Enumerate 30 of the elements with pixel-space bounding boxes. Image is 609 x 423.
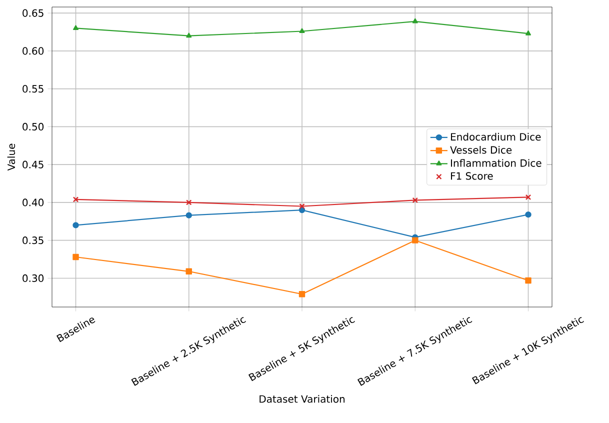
y-axis-title: Value	[7, 144, 16, 171]
point	[72, 222, 79, 228]
point	[526, 30, 532, 36]
y-tick-label: 0.50	[22, 122, 44, 130]
legend-label: Endocardium Dice	[451, 132, 541, 141]
y-tick-label: 0.35	[22, 236, 44, 244]
legend-label: F1 Score	[451, 172, 493, 180]
y-tick-label: 0.45	[22, 160, 44, 168]
y-tick-label: 0.60	[22, 47, 44, 55]
point	[299, 203, 305, 210]
y-tick-label: 0.55	[22, 85, 44, 93]
y-tick-label: 0.65	[22, 9, 44, 17]
point	[72, 254, 79, 260]
point	[73, 25, 79, 30]
y-tick-label: 0.40	[22, 198, 44, 206]
point	[186, 200, 192, 206]
point	[186, 268, 192, 274]
x-axis-title: Dataset Variation	[260, 395, 345, 403]
point	[186, 32, 192, 38]
point	[186, 212, 192, 218]
point	[525, 211, 532, 218]
point	[298, 291, 306, 298]
legend-label: Vessels Dice	[450, 146, 512, 154]
point	[412, 18, 418, 24]
legend-label: Inflammation Dice	[451, 159, 542, 167]
point	[412, 197, 418, 204]
point	[299, 28, 305, 34]
point	[412, 237, 418, 244]
y-tick-label: 0.30	[22, 274, 44, 282]
point	[525, 277, 532, 284]
